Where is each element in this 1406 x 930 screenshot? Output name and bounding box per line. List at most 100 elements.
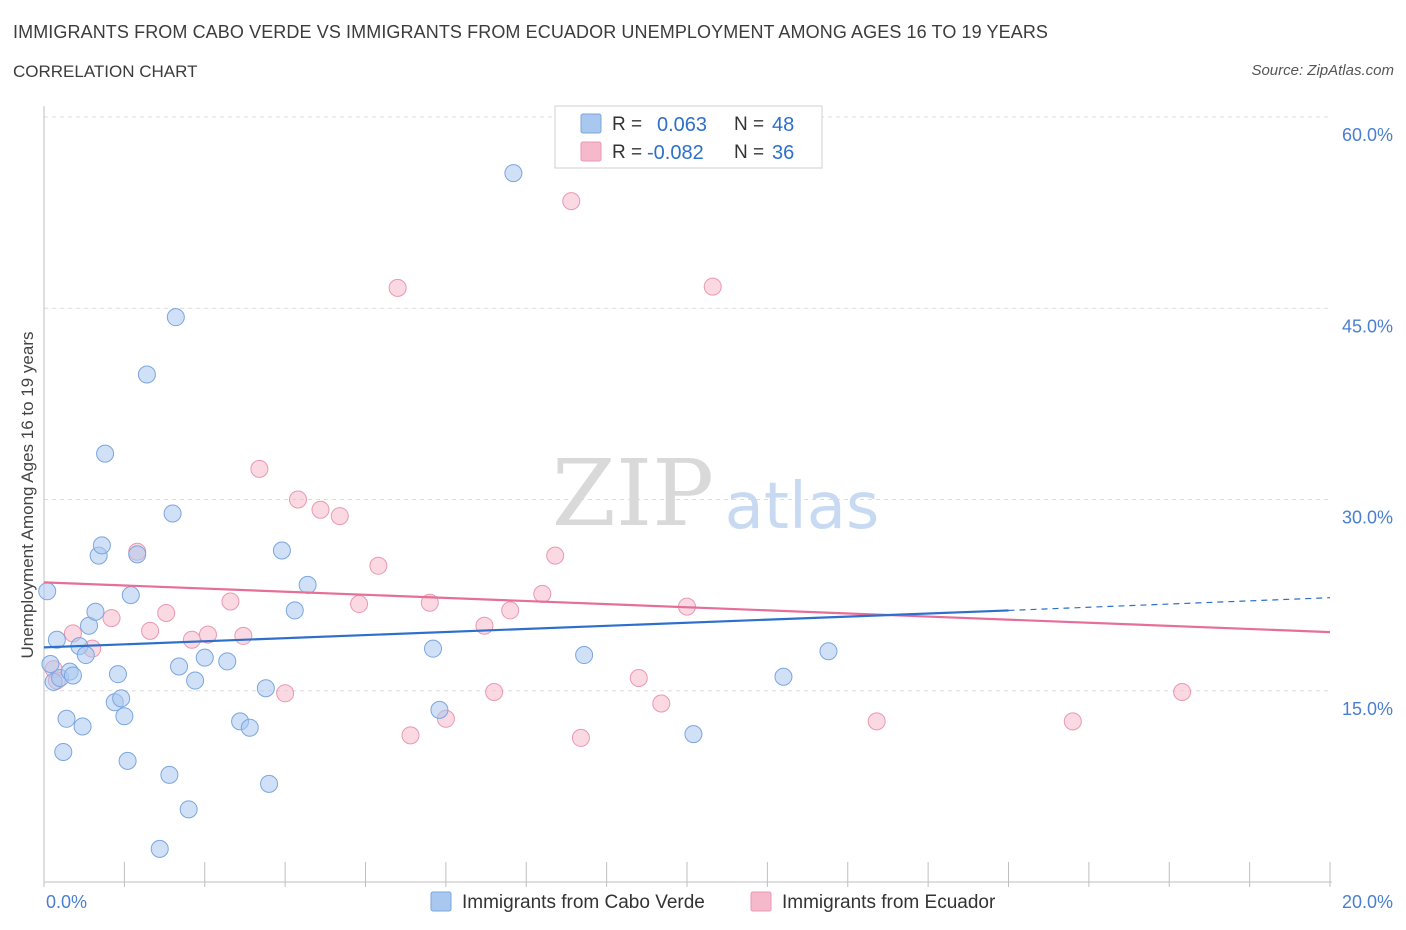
cabo-verde-point (684, 725, 703, 744)
cabo-verde-point (150, 839, 169, 858)
cabo-verde-point (63, 666, 82, 685)
ecuador-point (401, 726, 420, 745)
cabo-verde-point (54, 742, 73, 761)
y-tick-label-45: 45.0% (1342, 316, 1393, 336)
ecuador-point (198, 625, 217, 644)
bottom-legend-ecuador: Immigrants from Ecuador (782, 892, 996, 913)
cabo-verde-point (195, 648, 214, 667)
cabo-verde-point (819, 642, 838, 661)
ecuador-point (629, 669, 648, 687)
ecuador-point (157, 603, 176, 622)
trendlines (43, 581, 1331, 649)
legend-swatch-cabo-verde (580, 113, 602, 134)
cabo-verde-point (121, 586, 140, 605)
ecuador-point (533, 584, 552, 603)
cabo-verde-point (128, 545, 147, 564)
cabo-verde-point (774, 667, 793, 686)
ecuador-point (250, 459, 269, 478)
y-tick-label-60: 60.0% (1342, 125, 1393, 145)
cabo-verde-point (76, 646, 95, 665)
cabo-verde-trendline-extension (1008, 597, 1331, 612)
cabo-verde-points (38, 164, 838, 858)
ecuador-point (1173, 683, 1192, 702)
cabo-verde-point (504, 164, 523, 183)
cabo-verde-point (41, 654, 60, 673)
ecuador-point (485, 683, 504, 702)
legend-n-label-1: N = (734, 114, 764, 135)
ecuador-trendline (43, 581, 1331, 634)
x-tick-label-min: 0.0% (46, 892, 87, 912)
cabo-verde-point (47, 630, 66, 649)
ecuador-point (388, 278, 407, 297)
y-tick-label-30: 30.0% (1342, 508, 1393, 528)
cabo-verde-point (272, 541, 291, 560)
y-tick-label-15: 15.0% (1342, 699, 1393, 719)
ecuador-point (867, 712, 886, 731)
cabo-verde-point (424, 639, 443, 658)
cabo-verde-point (115, 707, 134, 726)
ecuador-point (703, 277, 722, 296)
legend-r-value-cabo-verde: 0.063 (657, 114, 707, 136)
ecuador-point (276, 684, 295, 703)
ecuador-point (234, 626, 253, 645)
cabo-verde-point (160, 765, 179, 784)
cabo-verde-point (179, 800, 198, 819)
cabo-verde-point (166, 308, 185, 327)
ecuador-point (562, 192, 581, 211)
cabo-verde-trendline (43, 609, 1009, 649)
legend-r-label-2: R = (612, 142, 642, 163)
cabo-verde-point (73, 717, 92, 736)
cabo-verde-point (240, 718, 259, 737)
legend-n-value-ecuador: 36 (772, 142, 794, 164)
cabo-verde-point (86, 602, 105, 621)
ecuador-point (369, 556, 388, 575)
watermark-atlas: atlas (725, 470, 880, 544)
cabo-verde-point (430, 700, 449, 719)
cabo-verde-point (108, 665, 127, 684)
x-axis-ticks (43, 862, 1331, 887)
ecuador-point (350, 595, 369, 614)
cabo-verde-point (137, 365, 156, 384)
y-tick-labels: 15.0% 30.0% 45.0% 60.0% (1342, 125, 1393, 719)
legend-n-label-2: N = (734, 142, 764, 163)
ecuador-point (571, 728, 590, 747)
cabo-verde-point (186, 671, 205, 690)
series-legend: Immigrants from Cabo Verde Immigrants fr… (430, 891, 996, 913)
x-tick-label-max: 20.0% (1342, 892, 1393, 912)
cabo-verde-point (218, 652, 237, 671)
cabo-verde-point (163, 504, 182, 523)
cabo-verde-point (298, 575, 317, 594)
cabo-verde-point (170, 657, 189, 676)
cabo-verde-point (260, 774, 279, 793)
bottom-legend-cabo-verde: Immigrants from Cabo Verde (462, 892, 705, 913)
legend-n-value-cabo-verde: 48 (772, 114, 794, 136)
ecuador-point (182, 630, 201, 649)
watermark-zip: ZIP (552, 440, 714, 547)
cabo-verde-point (57, 709, 76, 728)
correlation-legend: R = 0.063 N = 48 R = -0.082 N = 36 (554, 105, 823, 169)
ecuador-point (1063, 712, 1082, 731)
cabo-verde-point (38, 582, 57, 601)
cabo-verde-point (92, 536, 111, 555)
ecuador-point (501, 601, 520, 620)
chart-subtitle: CORRELATION CHART (13, 62, 198, 81)
ecuador-point (102, 609, 121, 628)
y-axis-label: Unemployment Among Ages 16 to 19 years (18, 332, 37, 659)
cabo-verde-point (112, 689, 131, 708)
cabo-verde-point (256, 679, 275, 698)
ecuador-point (546, 546, 565, 565)
legend-r-value-ecuador: -0.082 (647, 142, 704, 164)
chart-title: IMMIGRANTS FROM CABO VERDE VS IMMIGRANTS… (13, 22, 1049, 42)
cabo-verde-point (96, 444, 115, 463)
bottom-swatch-cabo-verde (430, 891, 452, 912)
legend-swatch-ecuador (580, 141, 602, 162)
cabo-verde-point (118, 751, 137, 770)
ecuador-point (652, 694, 671, 713)
ecuador-point (330, 507, 349, 526)
ecuador-point (141, 621, 160, 640)
bottom-swatch-ecuador (750, 891, 772, 912)
source-credit: Source: ZipAtlas.com (1251, 62, 1394, 79)
cabo-verde-point (285, 601, 304, 620)
ecuador-point (288, 490, 307, 509)
